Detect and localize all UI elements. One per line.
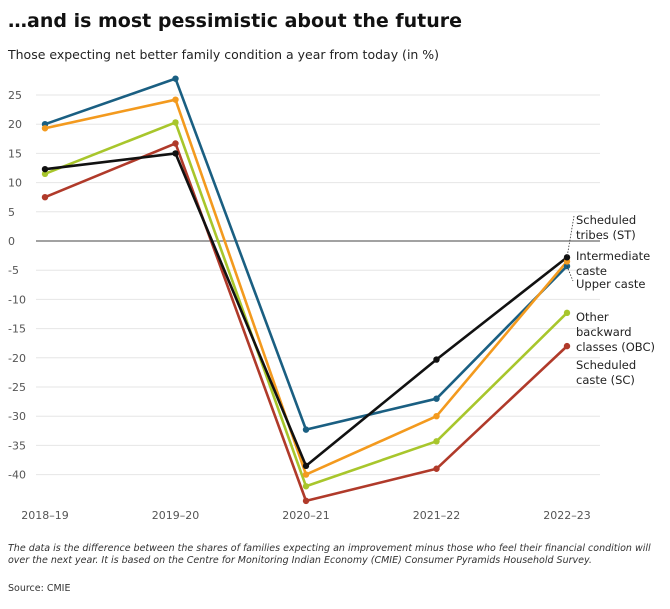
y-tick-label: 15 — [8, 147, 22, 160]
data-point — [563, 254, 571, 261]
x-tick-label: 2021–22 — [413, 509, 461, 522]
series-label: classes (OBC) — [576, 340, 655, 354]
y-tick-label: -10 — [8, 293, 26, 306]
label-leader — [566, 265, 574, 282]
data-point — [433, 465, 440, 472]
data-point — [172, 96, 179, 103]
y-tick-label: 10 — [8, 177, 22, 190]
y-tick-label: -30 — [8, 410, 26, 423]
data-point — [172, 150, 179, 157]
data-point — [41, 165, 49, 173]
data-point — [172, 140, 179, 147]
series-label: Scheduled — [576, 358, 636, 372]
chart-title: …and is most pessimistic about the futur… — [8, 10, 463, 32]
series-label: Intermediate — [576, 249, 650, 263]
data-point — [433, 438, 440, 445]
x-tick-label: 2018–19 — [21, 509, 69, 522]
label-leader — [566, 215, 575, 258]
x-tick-label: 2019–20 — [152, 509, 200, 522]
y-tick-label: -35 — [8, 439, 26, 452]
data-point — [302, 471, 310, 478]
y-tick-label: 5 — [8, 206, 15, 219]
series-line — [44, 142, 568, 503]
y-tick-label: 0 — [8, 235, 15, 248]
data-point — [41, 194, 49, 201]
series-label: Scheduled — [576, 213, 636, 227]
x-tick-label: 2020–21 — [282, 509, 330, 522]
data-point — [563, 342, 571, 350]
note-line-2: over the next year. It is based on the C… — [8, 555, 592, 566]
data-point — [41, 170, 49, 178]
data-point — [172, 119, 179, 126]
y-tick-label: -5 — [8, 264, 19, 277]
y-tick-label: 25 — [8, 89, 22, 102]
data-point — [433, 395, 440, 402]
chart-source: Source: CMIE — [8, 583, 71, 594]
line-chart: 25 20 15 10 5 0 -5 -10 -15 -20 -25 -30 -35 -40 2018–19… — [8, 75, 655, 522]
series-label: caste (SC) — [576, 373, 635, 387]
series-label: backward — [576, 325, 632, 339]
data-point — [302, 462, 310, 470]
y-tick-label: -25 — [8, 381, 26, 394]
y-tick-label: -15 — [8, 323, 26, 336]
chart-subtitle: Those expecting net better family condit… — [8, 47, 440, 62]
data-point — [302, 497, 310, 505]
note-line-1: The data is the difference between the s… — [8, 543, 651, 554]
x-tick-label: 2022–23 — [543, 509, 591, 522]
series-label: tribes (ST) — [576, 228, 636, 242]
data-point — [302, 483, 310, 490]
y-tick-label: -40 — [8, 469, 26, 482]
series-label: caste — [576, 264, 607, 278]
data-point — [41, 125, 49, 132]
data-point — [433, 356, 440, 363]
data-point — [302, 426, 310, 433]
data-point — [563, 309, 571, 317]
y-tick-label: 20 — [8, 118, 22, 131]
series-label: Upper caste — [576, 277, 645, 291]
series-label: Other — [576, 310, 609, 324]
chart-note: The data is the difference between the s… — [8, 543, 670, 567]
y-tick-label: -20 — [8, 352, 26, 365]
data-point — [172, 75, 179, 82]
data-point — [433, 413, 440, 420]
series-line — [44, 77, 568, 431]
